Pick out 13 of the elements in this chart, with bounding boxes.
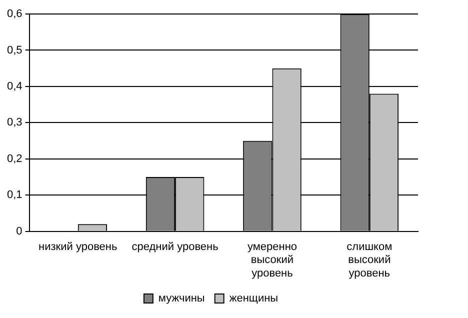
legend-label: мужчины: [158, 292, 205, 305]
legend-label: женщины: [229, 292, 278, 305]
y-tick-label: 0,1: [6, 189, 22, 202]
y-tick-label: 0,2: [6, 152, 22, 165]
y-tick-label: 0,5: [6, 44, 22, 56]
y-tick-label: 0,3: [6, 116, 22, 129]
x-tick-label: низкий уровень: [38, 241, 118, 254]
x-tick-label: слишком высокий уровень: [346, 241, 392, 280]
y-tick-label: 0,6: [6, 8, 22, 20]
y-tick-label: 0: [16, 225, 22, 238]
x-tick-label: средний уровень: [132, 241, 219, 254]
x-tick-label: умеренно высокий уровень: [247, 241, 298, 280]
y-tick-label: 0,4: [6, 80, 22, 92]
